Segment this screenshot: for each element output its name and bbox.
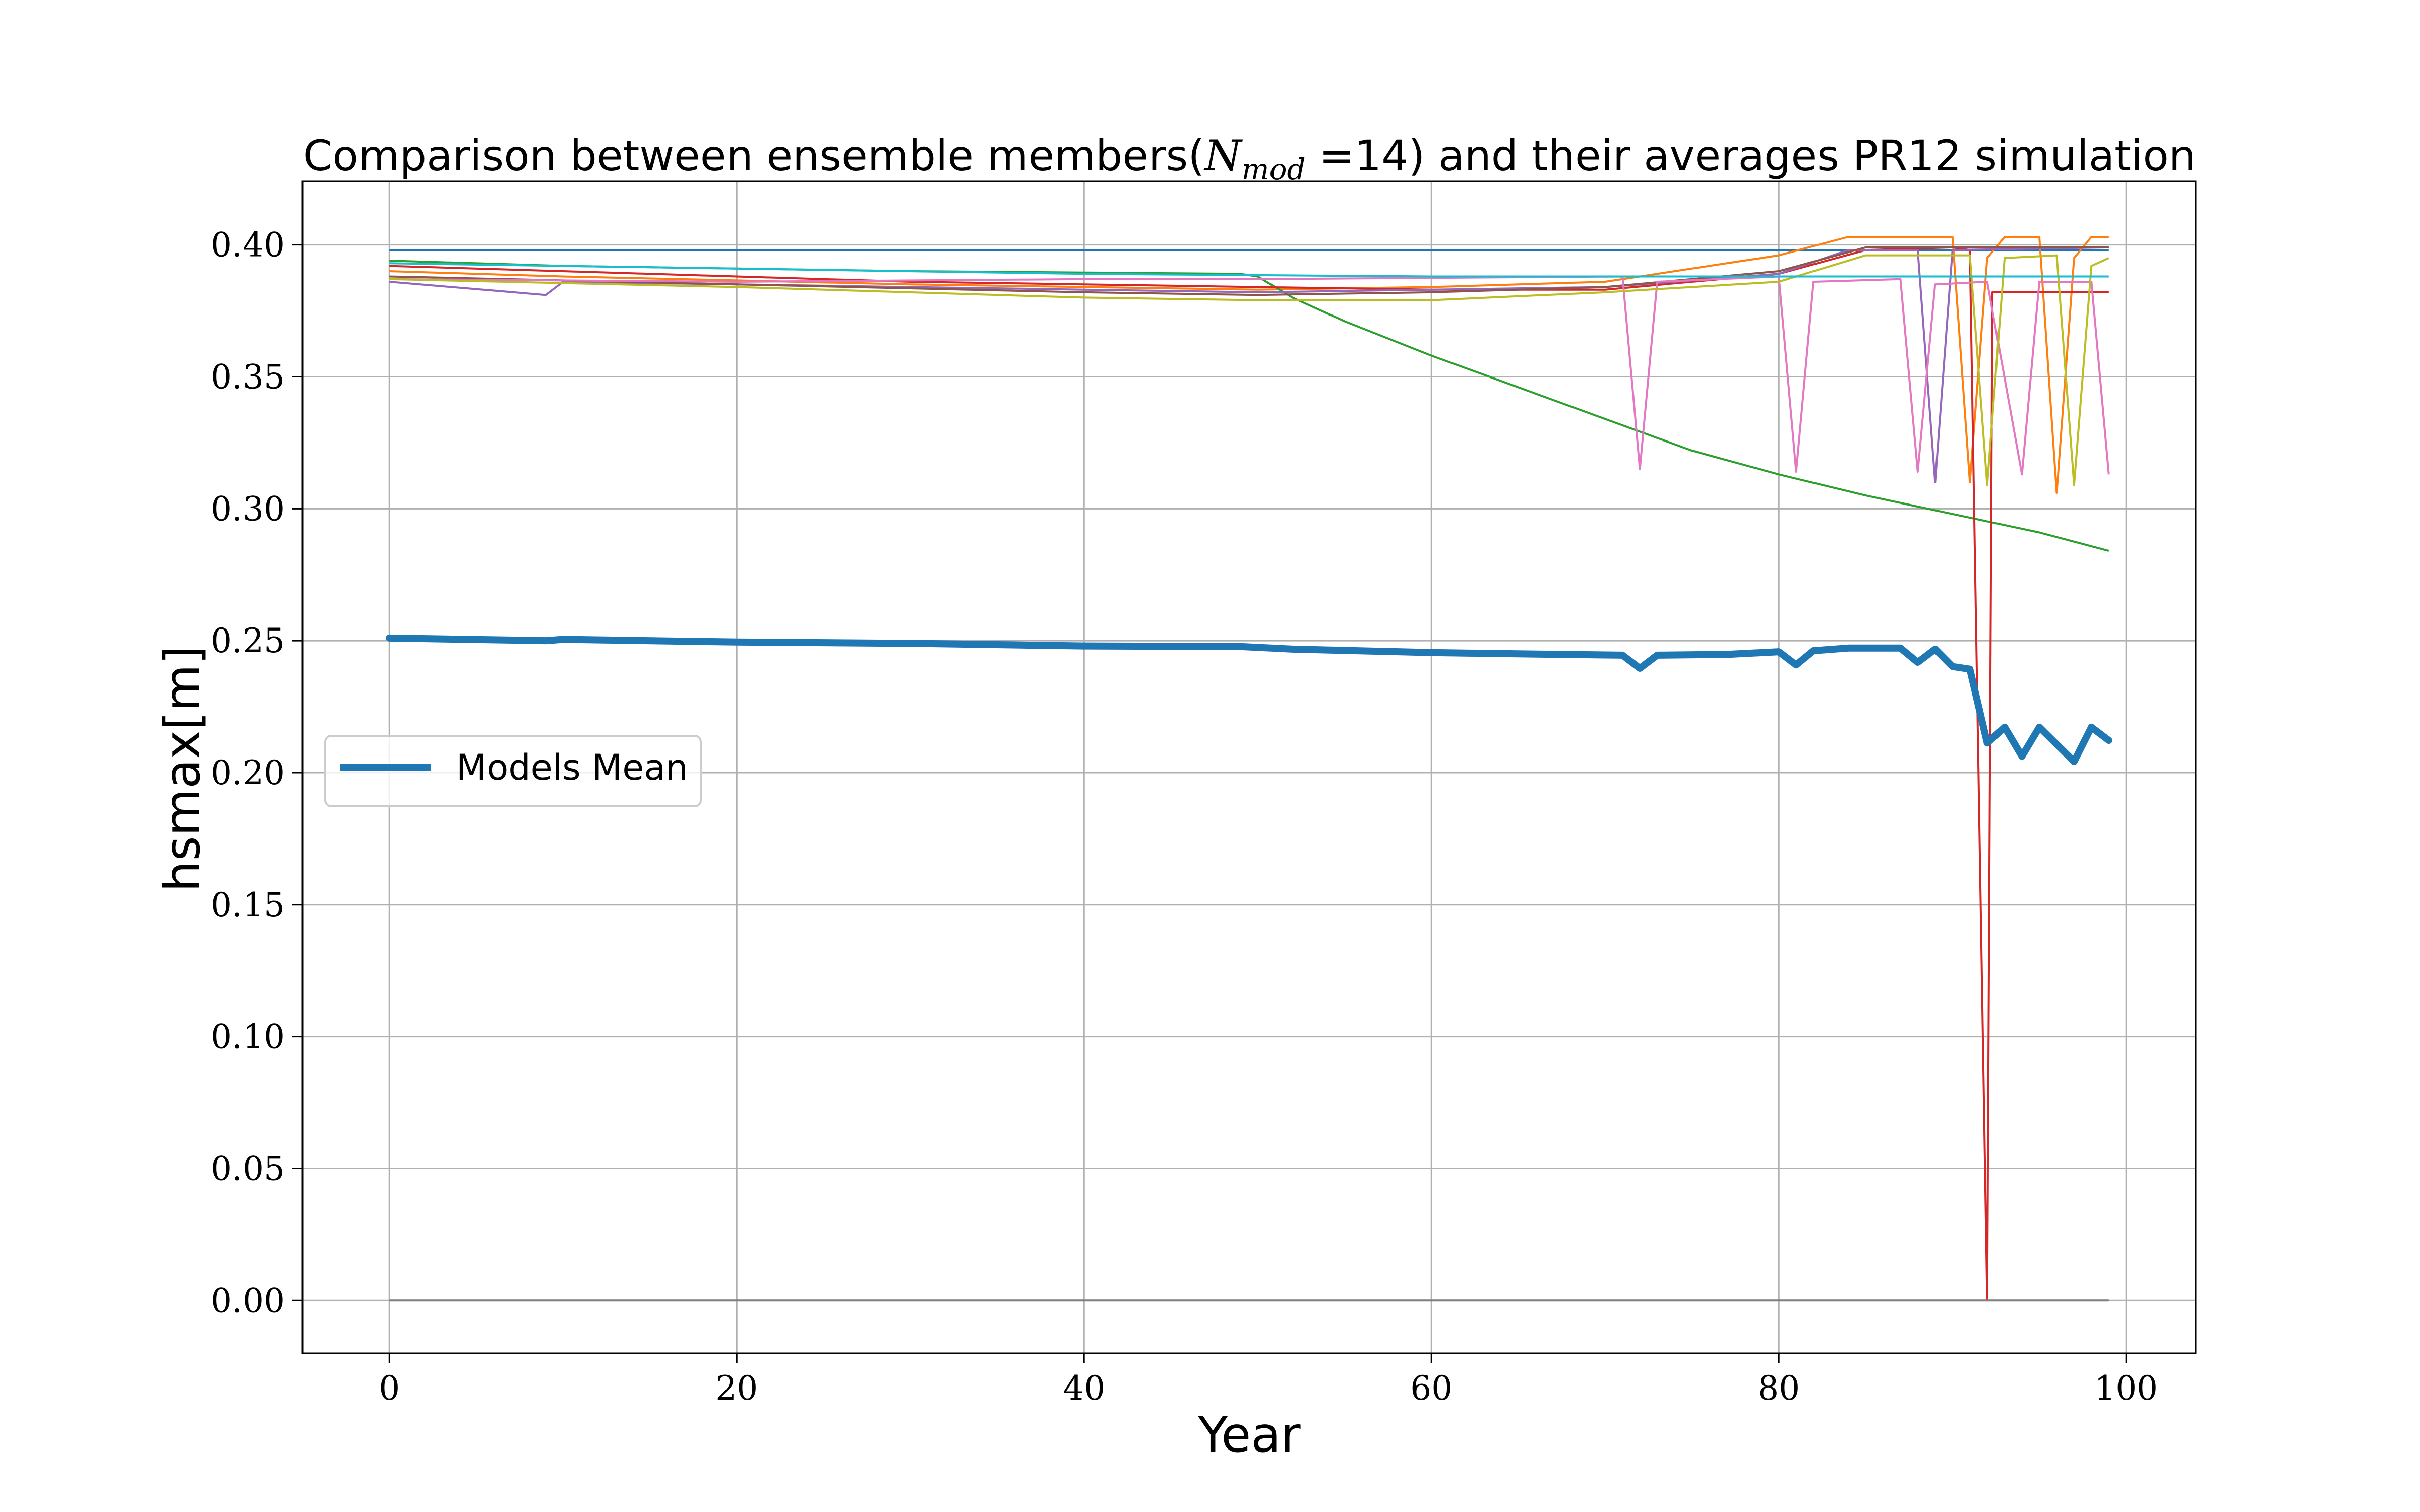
x-axis-label: Year — [1197, 1407, 1301, 1463]
y-tick-label: 0.05 — [211, 1149, 285, 1188]
member-series-line — [389, 254, 2109, 486]
y-tick-label: 0.00 — [211, 1281, 285, 1320]
member-series-line — [389, 246, 2109, 296]
member-series-line — [389, 262, 2109, 278]
y-tick-label: 0.25 — [211, 621, 285, 660]
x-tick-label: 60 — [1410, 1369, 1453, 1408]
y-tick-label: 0.10 — [211, 1018, 285, 1056]
y-axis-label: hsmax[m] — [154, 646, 211, 892]
models-mean-line — [386, 634, 2112, 765]
y-tick-label: 0.20 — [211, 753, 285, 792]
member-series-line — [389, 246, 2109, 1302]
legend-box — [324, 735, 702, 807]
x-tick-label: 40 — [1063, 1369, 1105, 1408]
member-series-line — [389, 236, 2109, 494]
x-tick-label: 80 — [1758, 1369, 1800, 1408]
x-tick-label: 0 — [379, 1369, 400, 1408]
x-tick-label: 20 — [715, 1369, 758, 1408]
member-series-line — [389, 275, 2110, 476]
axis-ticks: 0 20 40 60 80 100 0.00 0.05 0.10 0.15 0.20 0.25 0.30… — [211, 226, 2158, 1408]
chart-title: Comparison between ensemble members(Nmod… — [303, 131, 2196, 186]
legend-label-models-mean: Models Mean — [456, 747, 688, 788]
x-tick-label: 100 — [2094, 1369, 2158, 1408]
y-tick-label: 0.35 — [211, 358, 285, 397]
plot-series — [386, 236, 2112, 1302]
y-tick-label: 0.40 — [211, 226, 285, 265]
plot-frame — [301, 180, 2197, 1354]
legend: Models Mean — [324, 735, 702, 807]
y-tick-label: 0.15 — [211, 886, 285, 924]
y-tick-label: 0.30 — [211, 489, 285, 528]
grid-lines — [302, 181, 2196, 1353]
